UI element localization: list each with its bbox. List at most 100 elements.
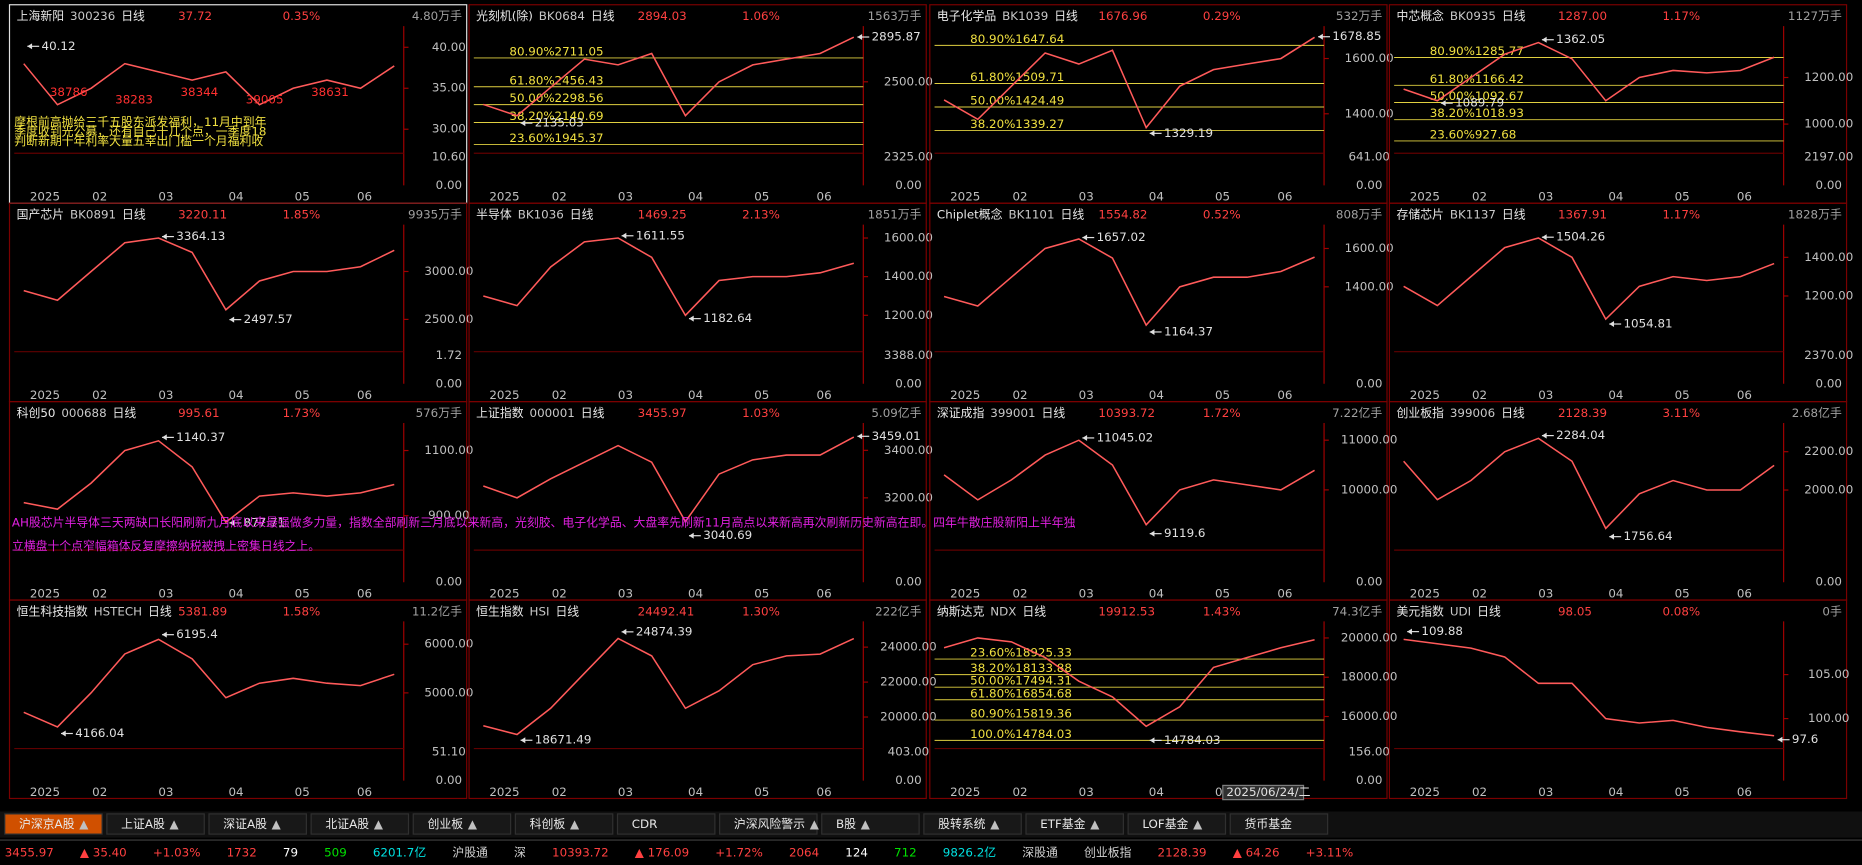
date-label: 06 — [1737, 190, 1752, 204]
y-tick-label: 10000.00 — [1341, 482, 1398, 496]
tab[interactable]: 深证A股 ▲ — [208, 813, 307, 835]
panel-change: 1.43% — [1203, 604, 1241, 618]
y-tick-label: 1200.00 — [1804, 70, 1853, 84]
tab[interactable]: LOF基金 ▲ — [1127, 813, 1227, 835]
low-label: 1182.64 — [703, 311, 752, 325]
panel-border — [8, 599, 468, 800]
panel-code: BK0684 — [539, 9, 585, 23]
fib-value: 1285.77 — [1475, 44, 1524, 58]
chart-panel[interactable]: 光刻机(除) BK0684 日线 2894.03 1.06% 1563万手 2500.00 2… — [468, 4, 933, 204]
tab-label: LOF基金 — [1142, 817, 1188, 831]
low-arrow-head — [1440, 100, 1446, 107]
high-label: 3459.01 — [872, 429, 921, 443]
tab-arrow: ▲ — [990, 817, 1000, 831]
tab[interactable]: 股转系统 ▲ — [923, 813, 1022, 835]
low-arrow-head — [688, 532, 694, 539]
date-label: 2025 — [30, 190, 60, 204]
tab-label: 科创板 — [530, 817, 566, 831]
fib-value: 2711.05 — [555, 44, 604, 58]
tab[interactable]: 上证A股 ▲ — [106, 813, 205, 835]
price-line — [943, 439, 1315, 526]
y-tick-label: 105.00 — [1808, 667, 1849, 681]
tab[interactable]: 沪深京A股 ▲ — [4, 813, 103, 835]
tab[interactable]: 货币基金 — [1229, 813, 1329, 835]
low-label: 1756.64 — [1624, 529, 1673, 543]
panel-price: 98.05 — [1558, 604, 1592, 618]
low-label: 1054.81 — [1624, 317, 1673, 331]
y-tick-label: 22000.00 — [880, 675, 937, 689]
tab[interactable]: 科创板 ▲ — [514, 813, 614, 835]
date-label: 06 — [357, 785, 372, 799]
price-line — [1403, 237, 1775, 321]
date-label: 02 — [552, 388, 567, 402]
high-arrow-head — [857, 34, 863, 40]
y-tick-label: 5000.00 — [424, 685, 473, 699]
tab-label: 沪深风险警示 — [734, 817, 805, 831]
chart-panel[interactable]: 纳斯达克 NDX 日线 19912.53 1.43% 74.3亿手 20000.00 1800… — [929, 599, 1398, 801]
low-label: 1329.19 — [1164, 126, 1213, 140]
panel-code: 399001 — [990, 406, 1035, 420]
price-line — [943, 238, 1315, 327]
date-label: 02 — [1012, 388, 1027, 402]
chart-panel[interactable]: 上证指数 000001 日线 3455.97 1.03% 5.09亿手 3400.00 320… — [468, 401, 933, 601]
panel-code: HSTECH — [94, 604, 142, 618]
tab[interactable]: 创业板 ▲ — [412, 813, 512, 835]
chart-panel[interactable]: 电子化学品 BK1039 日线 1676.96 0.29% 532万手 1600.00 140… — [929, 4, 1394, 204]
volume-tick-label: 10.60 — [432, 149, 466, 163]
panel-volume: 74.3亿手 — [1332, 604, 1382, 618]
chart-panel[interactable]: 科创50 000688 日线 995.61 1.73% 576万手 1100.00 900.0… — [8, 401, 474, 601]
date-label: 03 — [1538, 190, 1553, 204]
y-tick-label: 20000.00 — [1341, 630, 1398, 644]
tab-bg — [310, 813, 410, 835]
y-tick-label: 1100.00 — [424, 443, 473, 457]
fib-value: 1945.37 — [555, 131, 604, 145]
chart-panel[interactable]: 上海新阳 300236 日线 37.72 0.35% 4.80万手 40.00 35.00 30… — [8, 4, 468, 204]
chart-panel[interactable]: 恒生指数 HSI 日线 24492.41 1.30% 222亿手 24000.00 22000… — [468, 599, 937, 800]
tab-bg — [514, 813, 614, 835]
chart-panel[interactable]: Chiplet概念 BK1101 日线 1554.82 0.52% 808万手 1600.0… — [929, 202, 1394, 403]
high-label: 6195.4 — [176, 627, 217, 641]
panel-volume: 5.09亿手 — [871, 406, 921, 420]
chart-panel[interactable]: 创业板指 399006 日线 2128.39 3.11% 2.68亿手 2200.00 200… — [1388, 401, 1853, 601]
high-arrow-head — [621, 628, 627, 635]
panel-price: 2128.39 — [1558, 406, 1607, 420]
tab-bg — [208, 813, 307, 835]
chart-panel[interactable]: 美元指数 UDI 日线 98.05 0.08% 0手 105.00 100.00 109.88 9… — [1388, 599, 1849, 800]
high-arrow-head — [162, 631, 167, 638]
chart-panel[interactable]: 半导体 BK1036 日线 1469.25 2.13% 1851万手 1600.00 1400… — [468, 202, 933, 403]
tab[interactable]: 北证A股 ▲ — [310, 813, 410, 835]
chart-panel[interactable]: 恒生科技指数 HSTECH 日线 5381.89 1.58% 11.2亿手 6000.00 5… — [8, 599, 474, 800]
chart-panel[interactable]: 国产芯片 BK0891 日线 3220.11 1.85% 9935万手 3000.00 250… — [8, 202, 474, 403]
panel-volume: 4.80万手 — [412, 9, 462, 23]
cursor-date: 2025/06/24/二 — [1226, 785, 1310, 799]
high-label: 40.12 — [42, 39, 76, 53]
date-label: 04 — [688, 587, 703, 601]
fib-value: 1647.64 — [1015, 32, 1064, 46]
price-line — [1403, 437, 1775, 530]
fib-percent: 50.00% — [509, 91, 554, 105]
status-item: 79 — [283, 846, 298, 860]
tab-arrow: ▲ — [1090, 817, 1100, 831]
panel-volume: 11.2亿手 — [412, 604, 462, 618]
date-label: 2025 — [489, 785, 519, 799]
date-label: 05 — [1215, 190, 1230, 204]
date-label: 06 — [1737, 785, 1752, 799]
tab[interactable]: B股 ▲ — [821, 813, 920, 835]
low-label: 2135.03 — [535, 116, 584, 130]
tab[interactable]: 沪深风险警示 ▲ — [719, 813, 820, 835]
status-item: 124 — [845, 846, 868, 860]
tab[interactable]: CDR — [616, 813, 716, 835]
y-tick-label: 1600.00 — [1345, 51, 1394, 65]
period-label: 日线 — [1060, 208, 1084, 222]
price-line — [483, 36, 855, 118]
chart-panel[interactable]: 存储芯片 BK1137 日线 1367.91 1.17% 1828万手 1400.00 120… — [1388, 202, 1853, 403]
date-label: 2025 — [950, 388, 980, 402]
price-line — [943, 36, 1315, 130]
date-label: 06 — [1737, 388, 1752, 402]
high-arrow-head — [857, 433, 863, 440]
period-label: 日线 — [570, 208, 594, 222]
y-tick-label: 2500.00 — [884, 74, 933, 88]
tab[interactable]: ETF基金 ▲ — [1025, 813, 1124, 835]
tab-label: CDR — [632, 817, 658, 831]
date-label: 02 — [92, 190, 107, 204]
